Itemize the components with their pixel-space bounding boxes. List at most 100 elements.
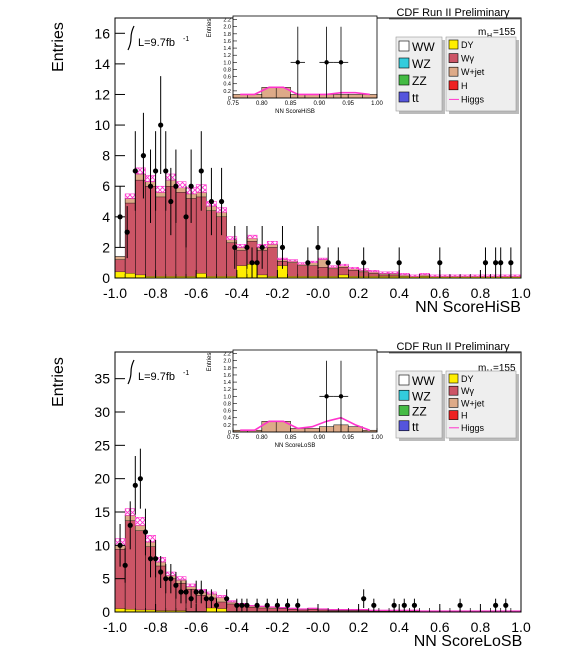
legend-swatch-ww	[398, 40, 410, 52]
inset-frame	[232, 349, 378, 433]
data-point	[132, 482, 138, 488]
legend-label-dy: DY	[461, 40, 474, 50]
mass-value: =155	[493, 363, 516, 374]
data-point	[249, 260, 255, 266]
inset-x-tick-label: 1.00	[371, 435, 383, 441]
higgs-band	[439, 274, 451, 277]
data-point	[153, 556, 159, 562]
wgamma-bar	[175, 187, 187, 279]
x-tick-label: -0.2	[265, 619, 289, 635]
experiment-label: CDF Run II Preliminary	[396, 7, 510, 19]
legend-label-zz: ZZ	[412, 74, 427, 88]
legend-swatch-zz	[398, 405, 410, 416]
dy-bar	[236, 265, 248, 279]
wjet-bar	[175, 187, 187, 193]
data-point	[437, 260, 443, 266]
legend-label-ww: WW	[412, 374, 435, 388]
dy-bar	[114, 271, 126, 279]
data-point	[173, 582, 179, 588]
data-point	[218, 198, 225, 205]
inset-y-tick-label: 0.2	[223, 89, 231, 95]
y-tick-label: 25	[94, 437, 110, 453]
inset-x-axis-label: NN ScoreLoSB	[275, 443, 316, 449]
higgs-band	[469, 610, 481, 612]
x-tick-label: -0.0	[306, 285, 330, 301]
data-point	[203, 596, 209, 602]
data-point	[173, 183, 179, 189]
data-point	[224, 596, 230, 602]
higgs-band	[378, 271, 390, 274]
mass-label: m	[478, 27, 486, 38]
higgs-band	[266, 240, 278, 245]
y-axis-label: Entries	[50, 357, 67, 407]
wjet-bar	[114, 256, 126, 260]
inset-x-tick-label: 0.85	[285, 435, 297, 441]
legend-swatch-wz	[398, 389, 410, 401]
inset-y-tick-label: 1.2	[223, 53, 231, 59]
data-point	[208, 596, 215, 602]
legend-label-higgs: Higgs	[461, 423, 485, 433]
inset-data-point	[338, 60, 344, 65]
legend-label-wz: WZ	[412, 57, 431, 71]
inset-y-axis-label: Entries	[207, 19, 213, 38]
wgamma-bar	[155, 192, 167, 279]
data-point	[124, 229, 130, 235]
wjet-bar	[155, 192, 166, 198]
wjet-bar	[124, 198, 136, 204]
y-tick-label: 35	[94, 371, 110, 387]
higgs-band	[409, 274, 420, 277]
data-point	[493, 602, 499, 608]
x-tick-label: 1.0	[511, 619, 531, 635]
legend-swatch-h	[448, 410, 459, 420]
higgs-band	[155, 185, 167, 193]
inset-bar	[261, 421, 277, 433]
data-point	[168, 198, 174, 205]
x-tick-label: 0.8	[471, 619, 491, 635]
data-point	[137, 476, 143, 482]
inset-y-tick-label: 2.0	[223, 359, 231, 365]
inset-x-tick-label: 0.75	[227, 101, 239, 107]
inset-plot: 0.75 0.80 0.85 0.90 0.95 1.00 00.20.40.6 0.81.0…	[207, 15, 383, 115]
higgs-band	[419, 610, 430, 612]
legend-label-wjet: W+jet	[461, 67, 485, 77]
data-point	[140, 153, 147, 159]
inset-y-tick-label: 0.8	[223, 401, 231, 407]
higgs-band	[378, 609, 390, 611]
data-point	[284, 602, 291, 608]
data-point	[122, 562, 128, 568]
y-tick-label: 20	[94, 471, 110, 487]
higgs-band	[226, 600, 238, 603]
y-tick-label: 0	[102, 270, 110, 286]
mass-label: m	[478, 363, 486, 374]
data-point	[168, 576, 174, 582]
data-point	[361, 260, 367, 266]
data-point	[147, 556, 154, 562]
inset-y-tick-label: 1.0	[223, 60, 231, 66]
inset-y-tick-label: 1.0	[223, 394, 231, 400]
higgs-band	[368, 270, 380, 273]
inset-y-tick-label: 2.2	[223, 18, 231, 24]
inset-y-tick-label: 1.8	[223, 32, 231, 38]
x-tick-label: -0.0	[306, 619, 330, 635]
panel-1: -1.0 -0.8 -0.6 -0.4 -0.2 -0.0 0.2 0.4 0.6 0.8 1.00…	[50, 7, 531, 316]
higgs-band	[439, 610, 451, 612]
x-tick-label: -0.6	[184, 285, 208, 301]
inset-y-tick-label: 0.6	[223, 75, 231, 81]
data-point	[132, 168, 138, 174]
lumi-unit: -1	[183, 36, 189, 43]
x-tick-label: -0.8	[144, 619, 168, 635]
x-tick-label: 0.6	[430, 619, 450, 635]
data-point	[158, 122, 164, 128]
x-tick-label: -0.8	[144, 285, 168, 301]
legend-label-wg: Wγ	[461, 54, 474, 64]
inset-y-tick-label: 1.2	[223, 387, 231, 393]
data-point	[193, 589, 199, 595]
y-tick-label: 15	[94, 504, 110, 520]
legend: WW WZ ZZ tt DY Wγ W+jet H Higgs	[395, 36, 519, 114]
legend-label-h: H	[461, 411, 468, 421]
inset-x-tick-label: 0.95	[342, 435, 354, 441]
legend-label-tt: tt	[412, 91, 419, 105]
higgs-band	[348, 266, 359, 270]
x-axis-label: NN ScoreHiSB	[415, 299, 521, 316]
